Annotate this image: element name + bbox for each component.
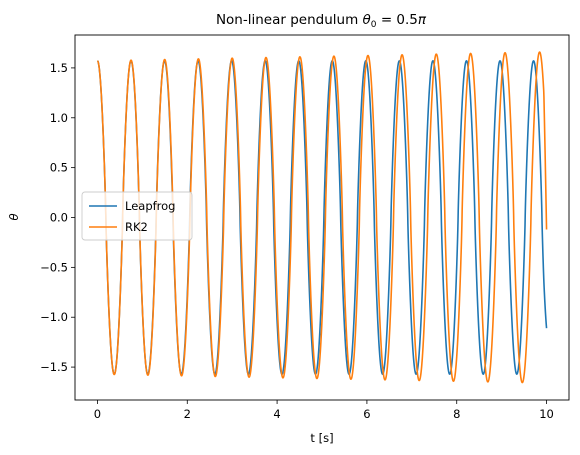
y-tick-label: −0.5 <box>40 260 68 274</box>
y-tick-label: 0.0 <box>50 211 68 225</box>
x-axis-ticks: 0 2 4 6 8 10 <box>94 400 554 421</box>
y-tick-label: 1.5 <box>50 61 68 75</box>
y-tick-label: 0.5 <box>50 161 68 175</box>
series-line-rk2 <box>96 51 548 384</box>
y-tick-label: −1.0 <box>40 310 68 324</box>
y-axis-ticks: −1.5 −1.0 −0.5 0.0 0.5 1.0 1.5 <box>40 61 75 374</box>
legend-label-leapfrog: Leapfrog <box>125 199 176 213</box>
x-tick-label: 10 <box>539 407 554 421</box>
y-tick-label: 1.0 <box>50 111 68 125</box>
x-tick-label: 0 <box>94 407 101 421</box>
legend-box <box>81 191 193 241</box>
x-axis-label: t [s] <box>310 431 333 445</box>
y-tick-label: −1.5 <box>40 360 68 374</box>
chart-title-pi: π <box>418 12 427 28</box>
chart-title-text: Non-linear pendulum <box>216 12 363 28</box>
chart-title-subscript: 0 <box>371 20 377 30</box>
x-tick-label: 2 <box>184 407 191 421</box>
legend-label-rk2: RK2 <box>125 220 148 234</box>
x-tick-label: 4 <box>273 407 280 421</box>
x-tick-label: 8 <box>453 407 460 421</box>
chart-title: Non-linear pendulum θ0 = 0.5π <box>216 12 427 30</box>
legend: Leapfrog RK2 <box>81 191 193 241</box>
chart-title-equals: = 0.5 <box>377 12 418 28</box>
x-tick-label: 6 <box>363 407 370 421</box>
chart-title-theta: θ <box>363 12 371 28</box>
y-axis-label: θ <box>7 213 21 220</box>
